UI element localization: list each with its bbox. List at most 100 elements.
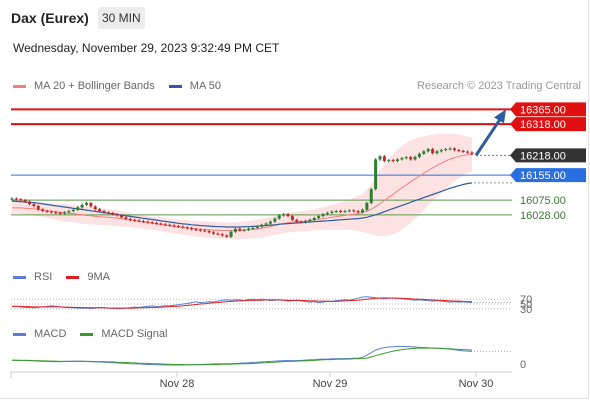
candle-body: [41, 209, 45, 212]
candle-body: [216, 233, 220, 235]
candle-body: [247, 228, 251, 230]
candle-body: [251, 227, 255, 229]
rsi-tick-70: 70: [520, 294, 532, 306]
legend-swatch-rsi: [13, 275, 26, 279]
candle-body: [299, 221, 303, 223]
candle-body: [448, 148, 452, 150]
candle-body: [470, 152, 474, 155]
candle-body: [176, 226, 180, 228]
candle-body: [128, 218, 132, 220]
ma20-line: [12, 153, 473, 232]
candle-body: [365, 202, 369, 210]
candle-body: [137, 220, 141, 222]
candle-body: [330, 211, 334, 213]
candle-body: [382, 156, 386, 162]
level-label-last-price: 16218.00: [520, 150, 566, 162]
legend-item-ma20: MA 20 + Bollinger Bands: [13, 80, 155, 92]
candle-body: [325, 212, 329, 215]
candle-body: [225, 235, 229, 237]
candle-body: [255, 226, 259, 228]
candles: [10, 147, 474, 238]
candle-body: [334, 211, 338, 213]
level-tag-last-price: [510, 148, 586, 163]
candle-body: [133, 219, 137, 221]
candle-body: [32, 204, 36, 207]
rsi-tick-30: 30: [520, 304, 532, 316]
candle-body: [466, 151, 470, 153]
candle-body: [233, 228, 237, 232]
forecast-arrow-head: [494, 109, 506, 124]
candle-body: [242, 229, 246, 231]
rsi-legend: RSI 9MA: [13, 271, 124, 283]
candle-body: [28, 201, 32, 205]
legend-item-macd: MACD: [13, 328, 66, 340]
level-label-support: 16075.00: [520, 195, 566, 207]
candle-body: [268, 221, 272, 224]
legend-swatch-macd-signal: [80, 332, 94, 336]
candle-body: [378, 156, 382, 160]
candle-body: [141, 221, 145, 223]
level-label-resistance: 16365.00: [520, 104, 566, 116]
candle-body: [14, 198, 18, 200]
bollinger-band: [12, 133, 472, 240]
credit-text: Research © 2023 Trading Central: [416, 80, 581, 92]
level-label-support: 16028.00: [520, 210, 566, 222]
x-tick-label: Nov 28: [160, 378, 195, 390]
candle-body: [207, 231, 211, 233]
candle-body: [260, 224, 264, 227]
candle-body: [45, 211, 49, 213]
legend-label-ma50: MA 50: [189, 80, 221, 92]
candle-body: [457, 150, 461, 152]
candle-body: [422, 151, 426, 154]
candle-body: [106, 212, 110, 214]
candle-body: [352, 210, 356, 212]
candle-body: [111, 212, 115, 215]
legend-label-macd: MACD: [34, 328, 67, 340]
candle-body: [396, 159, 400, 162]
candle-body: [439, 150, 443, 152]
legend-swatch-ma20: [13, 84, 26, 88]
candle-body: [23, 200, 27, 202]
candle-body: [435, 151, 439, 154]
candle-body: [229, 231, 233, 237]
candle-body: [264, 223, 268, 225]
candle-body: [155, 222, 159, 224]
level-tag-resistance: [510, 117, 586, 132]
legend-label-macd-signal: MACD Signal: [101, 328, 168, 340]
level-tag-resistance: [510, 102, 586, 117]
level-label-resistance: 16318.00: [520, 119, 566, 131]
candle-body: [80, 204, 84, 208]
candle-body: [286, 214, 290, 217]
main-legend: MA 20 + Bollinger Bands MA 50: [13, 80, 235, 92]
candle-body: [198, 229, 202, 231]
macd-line-1: [12, 347, 473, 366]
candle-body: [277, 215, 281, 219]
candle-body: [417, 153, 421, 157]
legend-label-rsi: RSI: [34, 271, 53, 283]
macd-legend: MACD MACD Signal: [13, 328, 181, 340]
candle-body: [426, 149, 430, 152]
candle-body: [321, 214, 325, 217]
datetime-label: Wednesday, November 29, 2023 9:32:49 PM …: [13, 41, 280, 55]
candle-body: [391, 160, 395, 162]
candle-body: [273, 218, 277, 222]
candle-body: [120, 215, 124, 218]
candle-body: [115, 214, 119, 216]
level-tag-pivot: [510, 168, 586, 183]
candle-body: [36, 206, 40, 210]
candle-body: [304, 221, 308, 223]
candle-body: [168, 224, 172, 226]
candle-body: [19, 199, 23, 201]
candle-body: [93, 206, 97, 210]
ma50-line: [11, 182, 473, 228]
candle-body: [163, 224, 167, 226]
candle-body: [347, 210, 351, 212]
legend-label-ma20: MA 20 + Bollinger Bands: [34, 80, 155, 92]
candle-body: [76, 207, 80, 210]
legend-item-ma50: MA 50: [168, 80, 221, 92]
candle-body: [461, 150, 465, 152]
legend-label-9ma: 9MA: [87, 271, 110, 283]
timeframe-button[interactable]: 30 MIN: [98, 7, 145, 29]
level-label-pivot: 16155.00: [520, 170, 566, 182]
